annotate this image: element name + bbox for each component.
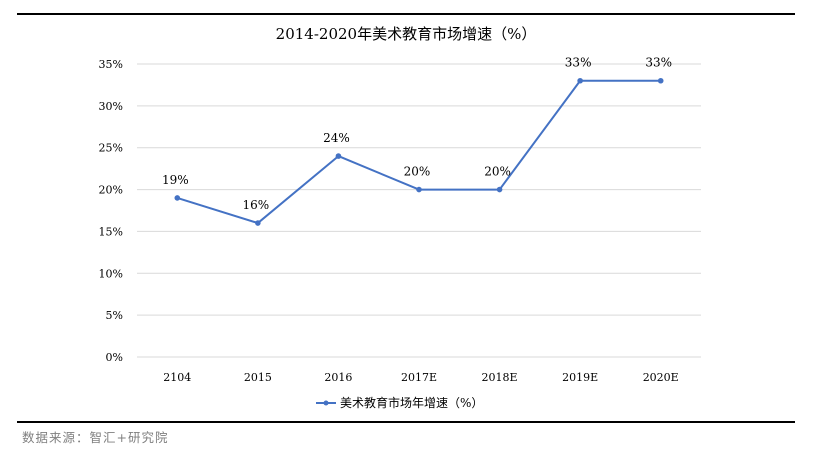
x-tick-label: 2104 <box>163 371 191 384</box>
x-tick-label: 2017E <box>401 371 437 384</box>
top-rule <box>17 13 795 15</box>
y-tick-label: 35% <box>99 58 123 71</box>
data-label: 33% <box>645 56 672 70</box>
x-axis-tick-labels: 2104 2015 2016 2017E 2018E 2019E 2020E <box>163 371 678 384</box>
y-tick-label: 10% <box>99 267 123 280</box>
y-tick-label: 30% <box>99 100 123 113</box>
x-tick-label: 2015 <box>244 371 272 384</box>
data-point <box>577 77 583 84</box>
gridlines <box>137 63 701 358</box>
data-point <box>174 195 181 201</box>
legend-label: 美术教育市场年增速（%） <box>340 395 483 410</box>
x-tick-label: 2020E <box>643 371 679 384</box>
data-label: 20% <box>484 165 511 179</box>
y-tick-label: 15% <box>99 225 123 238</box>
data-label: 16% <box>243 198 270 212</box>
y-axis-tick-labels: 0% 5% 10% 15% 20% 25% 30% 35% <box>99 58 123 364</box>
y-tick-label: 25% <box>99 142 123 155</box>
chart-title: 2014-2020年美术教育市场增速（%） <box>276 25 537 43</box>
y-tick-label: 5% <box>106 309 123 322</box>
data-label: 33% <box>565 56 592 70</box>
y-tick-label: 20% <box>99 184 123 197</box>
x-tick-label: 2019E <box>562 371 598 384</box>
data-label: 19% <box>162 173 189 187</box>
series-line-group <box>174 77 664 226</box>
y-tick-label: 0% <box>106 351 123 364</box>
data-point <box>255 220 261 226</box>
data-point <box>496 186 503 193</box>
data-label: 20% <box>404 165 431 179</box>
data-label: 24% <box>323 131 350 145</box>
data-point <box>335 153 342 159</box>
data-point <box>416 186 422 193</box>
data-labels: 19% 16% 24% 20% 20% 33% 33% <box>162 56 672 212</box>
data-point <box>657 77 664 84</box>
x-tick-label: 2018E <box>482 371 518 384</box>
source-note: 数据来源：智汇+研究院 <box>22 430 169 445</box>
legend: 美术教育市场年增速（%） <box>316 395 483 410</box>
legend-marker <box>323 400 329 406</box>
x-tick-label: 2016 <box>324 371 352 384</box>
bottom-rule <box>17 421 795 423</box>
